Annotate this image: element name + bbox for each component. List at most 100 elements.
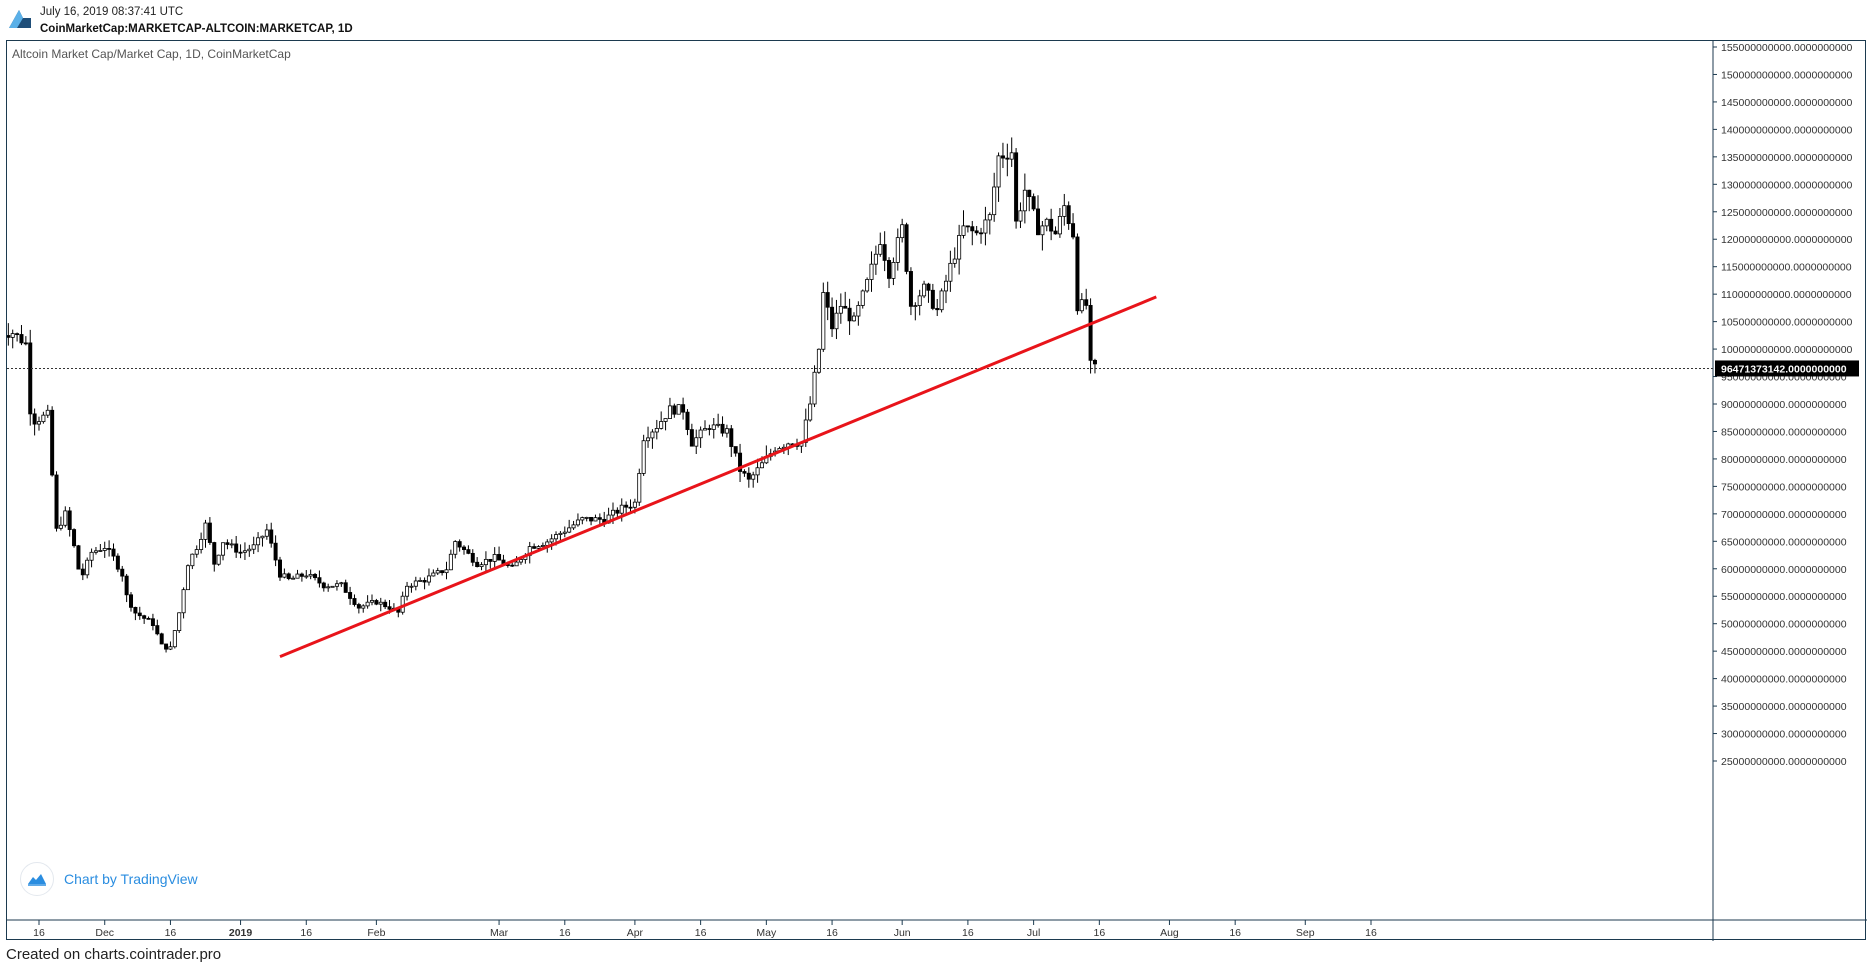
candle-body bbox=[619, 504, 624, 514]
candle-body bbox=[733, 446, 738, 454]
price-chart[interactable]: Altcoin Market Cap/Market Cap, 1D, CoinM… bbox=[7, 41, 1867, 941]
candle-body bbox=[667, 405, 672, 419]
candle-body bbox=[111, 548, 116, 557]
candle-body bbox=[80, 568, 85, 576]
candle-body bbox=[672, 405, 677, 415]
candle-body bbox=[181, 589, 186, 614]
candle-body bbox=[663, 418, 668, 422]
y-tick-label: 45000000000.0000000000 bbox=[1721, 646, 1847, 658]
candle-body bbox=[979, 232, 984, 235]
candle-body bbox=[1009, 152, 1014, 160]
candle-body bbox=[676, 404, 681, 415]
candle-body bbox=[457, 541, 462, 548]
candle-body bbox=[869, 263, 874, 280]
tradingview-badge[interactable]: Chart by TradingView bbox=[20, 862, 198, 896]
y-tick-label: 30000000000.0000000000 bbox=[1721, 729, 1847, 741]
x-tick-label: Mar bbox=[490, 927, 509, 939]
candle-body bbox=[694, 437, 699, 447]
candle-body bbox=[1044, 218, 1049, 227]
candle-body bbox=[593, 517, 598, 522]
candle-body bbox=[369, 600, 374, 603]
support-trendline[interactable] bbox=[279, 295, 1157, 659]
candle-body bbox=[67, 510, 72, 530]
candle-body bbox=[185, 565, 190, 591]
candle-body bbox=[50, 409, 55, 476]
candle-body bbox=[554, 534, 559, 540]
candle-body bbox=[334, 583, 339, 587]
candle-body bbox=[54, 474, 59, 529]
candle-body bbox=[913, 305, 918, 307]
candle-body bbox=[155, 625, 160, 635]
candle-body bbox=[720, 423, 725, 434]
candle-body bbox=[159, 633, 164, 645]
x-tick-label: Dec bbox=[95, 927, 114, 939]
candle-body bbox=[251, 544, 256, 550]
candle-body bbox=[470, 552, 475, 563]
candle-body bbox=[483, 558, 488, 566]
candle-body bbox=[497, 554, 502, 561]
candle-body bbox=[76, 545, 81, 570]
candle-body bbox=[146, 617, 151, 620]
candle-body bbox=[1084, 299, 1089, 306]
candle-body bbox=[203, 522, 208, 540]
candle-body bbox=[724, 428, 729, 434]
candle-body bbox=[339, 582, 344, 585]
candle-body bbox=[1071, 223, 1076, 238]
x-tick-label: Jun bbox=[894, 927, 911, 939]
candle-body bbox=[361, 605, 366, 609]
candle-body bbox=[129, 594, 134, 608]
candle-body bbox=[431, 572, 436, 577]
x-tick-label: 16 bbox=[300, 927, 312, 939]
x-tick-label: Sep bbox=[1296, 927, 1315, 939]
price-axis[interactable]: 155000000000.0000000000 150000000000.0000… bbox=[1713, 42, 1853, 768]
candle-body bbox=[908, 271, 913, 307]
candle-body bbox=[1079, 299, 1084, 312]
y-tick-label: 155000000000.0000000000 bbox=[1721, 42, 1853, 54]
candle-body bbox=[540, 545, 545, 547]
candle-body bbox=[93, 550, 98, 553]
chart-frame[interactable]: Altcoin Market Cap/Market Cap, 1D, CoinM… bbox=[6, 40, 1867, 941]
candle-body bbox=[1005, 157, 1010, 160]
candle-body bbox=[387, 606, 392, 610]
candle-body bbox=[939, 290, 944, 311]
candle-body bbox=[948, 262, 953, 282]
candle-body bbox=[107, 548, 112, 550]
candle-body bbox=[961, 225, 966, 236]
candle-body bbox=[348, 592, 353, 599]
candle-body bbox=[422, 580, 427, 583]
candle-body bbox=[313, 573, 318, 579]
y-tick-label: 50000000000.0000000000 bbox=[1721, 619, 1847, 631]
candle-body bbox=[650, 431, 655, 439]
candle-body bbox=[440, 570, 445, 574]
candle-body bbox=[418, 580, 423, 582]
tradingview-link[interactable]: Chart by TradingView bbox=[64, 871, 198, 887]
candle-body bbox=[1022, 189, 1027, 212]
y-tick-label: 105000000000.0000000000 bbox=[1721, 317, 1853, 329]
candle-body bbox=[260, 535, 265, 539]
x-tick-label: Apr bbox=[627, 927, 644, 939]
candle-body bbox=[957, 235, 962, 260]
y-tick-label: 35000000000.0000000000 bbox=[1721, 701, 1847, 713]
footer-credit: Created on charts.cointrader.pro bbox=[6, 946, 222, 963]
candle-body bbox=[89, 551, 94, 561]
candle-body bbox=[895, 237, 900, 263]
y-tick-label: 125000000000.0000000000 bbox=[1721, 207, 1853, 219]
candle-body bbox=[1075, 236, 1080, 312]
candle-body bbox=[685, 411, 690, 430]
candle-body bbox=[689, 429, 694, 447]
candle-body bbox=[597, 517, 602, 520]
candle-body bbox=[716, 423, 721, 426]
candle-body bbox=[352, 598, 357, 605]
y-tick-label: 65000000000.0000000000 bbox=[1721, 536, 1847, 548]
x-tick-label: Jul bbox=[1027, 927, 1040, 939]
candle-body bbox=[190, 553, 195, 567]
candle-body bbox=[1031, 196, 1036, 210]
candle-body bbox=[558, 532, 563, 535]
candle-body bbox=[987, 214, 992, 221]
candle-body bbox=[15, 333, 20, 336]
candle-body bbox=[742, 471, 747, 474]
candle-body bbox=[1088, 305, 1093, 361]
time-axis[interactable]: 16 Dec 16 2019 16 Feb Mar 16 Apr 16 May 16 Jun 16 Jul 1… bbox=[33, 920, 1377, 939]
candle-body bbox=[133, 606, 138, 614]
candle-body bbox=[330, 585, 335, 588]
